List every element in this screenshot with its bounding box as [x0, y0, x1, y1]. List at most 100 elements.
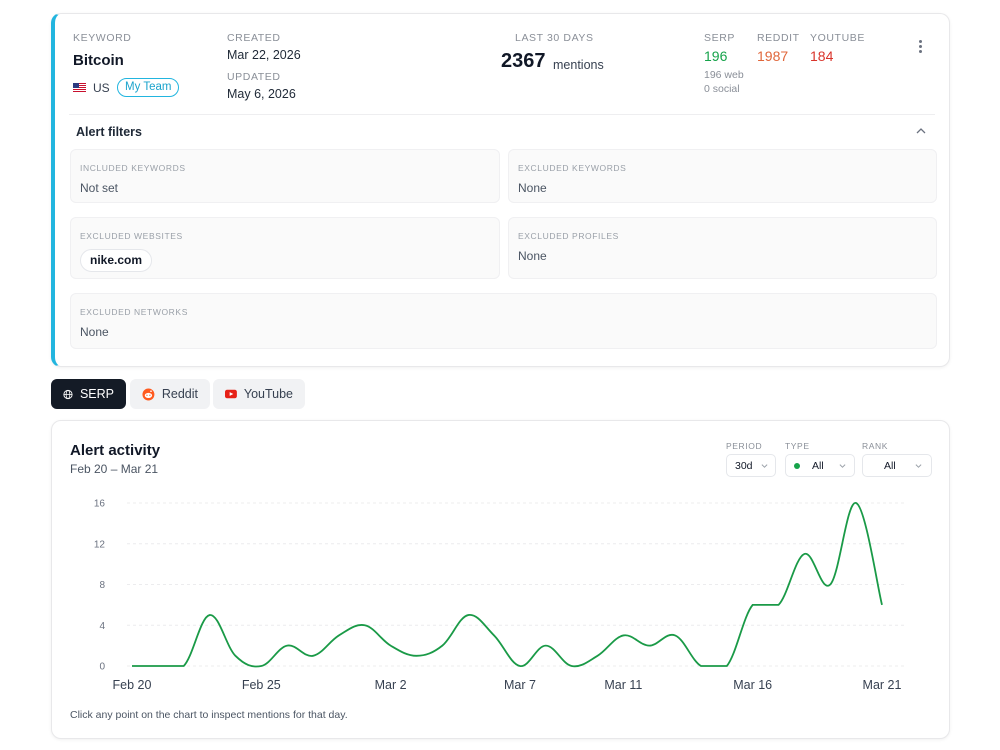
more-options-icon[interactable] [913, 40, 927, 54]
included-keywords-value: Not set [80, 181, 119, 195]
data-point[interactable] [231, 652, 239, 660]
data-point[interactable] [516, 662, 524, 670]
excluded-keywords-label: EXCLUDED KEYWORDS [518, 163, 627, 173]
tab-serp-label: SERP [79, 387, 114, 401]
tab-serp[interactable]: SERP [51, 379, 126, 409]
data-point[interactable] [826, 581, 834, 589]
tab-reddit-label: Reddit [161, 387, 198, 401]
y-tick-label: 12 [94, 539, 106, 550]
data-point[interactable] [775, 601, 783, 609]
excluded-websites-box: EXCLUDED WEBSITES nike.com [70, 217, 500, 279]
data-point[interactable] [206, 611, 214, 619]
data-point[interactable] [749, 601, 757, 609]
activity-card: Alert activity Feb 20 – Mar 21 PERIOD 30… [51, 420, 950, 739]
series-line[interactable] [132, 502, 883, 668]
reddit-icon [142, 388, 155, 400]
y-tick-label: 0 [99, 662, 105, 673]
tab-reddit[interactable]: Reddit [130, 379, 210, 409]
data-point[interactable] [594, 652, 602, 660]
divider [69, 114, 935, 115]
data-point[interactable] [645, 642, 653, 650]
alert-card: KEYWORD Bitcoin US My Team CREATED Mar 2… [51, 13, 950, 367]
data-point[interactable] [412, 652, 420, 660]
excluded-profiles-box: EXCLUDED PROFILES None [508, 217, 937, 279]
data-point[interactable] [852, 499, 860, 507]
period-filter-label: PERIOD [726, 441, 763, 451]
x-tick-label: Mar 7 [504, 678, 536, 692]
y-tick-label: 4 [99, 621, 105, 632]
youtube-icon [225, 389, 237, 399]
data-point[interactable] [490, 631, 498, 639]
mentions-count: 2367 [501, 50, 546, 72]
period-select-value: 30d [735, 460, 753, 472]
data-point[interactable] [283, 642, 291, 650]
data-point[interactable] [335, 631, 343, 639]
chevron-down-icon [839, 464, 846, 468]
data-point[interactable] [180, 662, 188, 670]
serp-count: 196 [704, 48, 728, 64]
chevron-down-icon [761, 464, 768, 468]
status-dot-icon [794, 463, 800, 469]
tab-youtube-label: YouTube [243, 387, 293, 401]
excluded-profiles-value: None [518, 249, 547, 263]
data-point[interactable] [671, 631, 679, 639]
x-tick-label: Mar 16 [733, 678, 772, 692]
reddit-label: REDDIT [757, 32, 800, 44]
type-select[interactable]: All [785, 454, 855, 477]
chart-hint: Click any point on the chart to inspect … [70, 709, 348, 721]
y-tick-label: 16 [94, 499, 106, 510]
data-point[interactable] [697, 662, 705, 670]
period-select[interactable]: 30d [726, 454, 776, 477]
excluded-networks-value: None [80, 325, 109, 339]
data-point[interactable] [800, 550, 808, 558]
tab-youtube[interactable]: YouTube [213, 379, 305, 409]
us-flag-icon [73, 83, 86, 92]
rank-select-value: All [884, 460, 896, 472]
alert-filters-title: Alert filters [76, 125, 142, 139]
data-point[interactable] [542, 642, 550, 650]
data-point[interactable] [309, 652, 317, 660]
excluded-keywords-value: None [518, 181, 547, 195]
type-select-value: All [812, 460, 824, 472]
data-point[interactable] [257, 662, 265, 670]
country-code: US [93, 81, 110, 95]
data-point[interactable] [361, 621, 369, 629]
serp-label: SERP [704, 32, 735, 44]
serp-web-count: 196 web [704, 69, 744, 81]
globe-icon [63, 389, 73, 399]
mentions-word: mentions [553, 58, 604, 72]
updated-date: May 6, 2026 [227, 87, 296, 101]
data-point[interactable] [619, 631, 627, 639]
chevron-down-icon [915, 464, 922, 468]
period-label: LAST 30 DAYS [515, 32, 594, 44]
created-date: Mar 22, 2026 [227, 48, 301, 62]
excluded-websites-label: EXCLUDED WEBSITES [80, 231, 183, 241]
data-point[interactable] [128, 662, 136, 670]
y-tick-label: 8 [99, 580, 105, 591]
website-chip[interactable]: nike.com [80, 249, 153, 272]
data-point[interactable] [878, 601, 886, 609]
data-point[interactable] [464, 611, 472, 619]
x-tick-label: Feb 20 [113, 678, 152, 692]
team-badge[interactable]: My Team [117, 78, 180, 97]
data-point[interactable] [154, 662, 162, 670]
keyword-name: Bitcoin [73, 52, 124, 69]
excluded-profiles-label: EXCLUDED PROFILES [518, 231, 619, 241]
x-tick-label: Mar 11 [604, 678, 642, 692]
youtube-label: YOUTUBE [810, 32, 865, 44]
type-filter-label: TYPE [785, 441, 810, 451]
data-point[interactable] [568, 662, 576, 670]
youtube-count: 184 [810, 48, 834, 64]
excluded-networks-label: EXCLUDED NETWORKS [80, 307, 188, 317]
data-point[interactable] [438, 642, 446, 650]
activity-chart[interactable]: 0 4 8 12 16 Feb 20 Feb 25 Mar 2 Mar 7 Mar 11 Mar 1… [52, 421, 949, 738]
activity-date-range: Feb 20 – Mar 21 [70, 462, 159, 476]
serp-social-count: 0 social [704, 83, 740, 95]
data-point[interactable] [387, 642, 395, 650]
data-point[interactable] [723, 662, 731, 670]
rank-filter-label: RANK [862, 441, 889, 451]
updated-label: UPDATED [227, 71, 281, 83]
rank-select[interactable]: All [862, 454, 932, 477]
x-tick-label: Mar 21 [863, 678, 902, 692]
chevron-up-icon[interactable] [916, 126, 926, 136]
